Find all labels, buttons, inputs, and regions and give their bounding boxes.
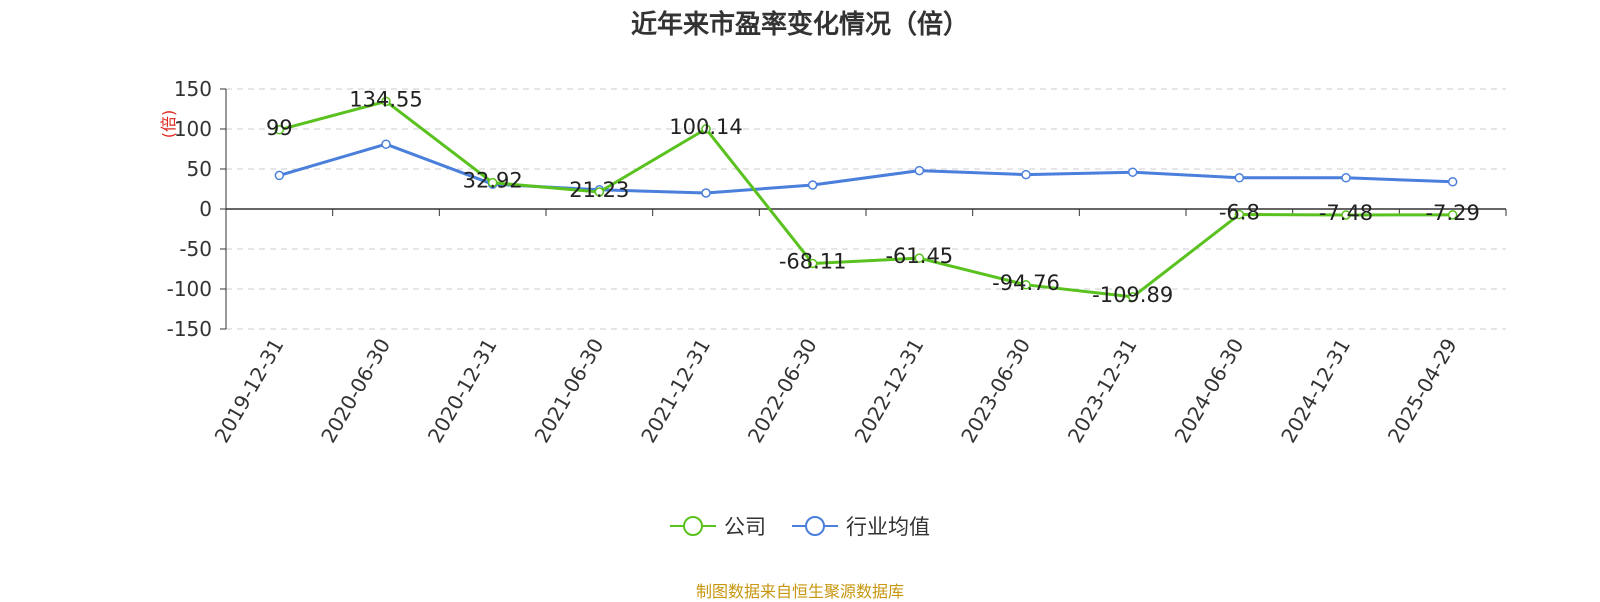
data-point bbox=[701, 124, 711, 134]
data-point bbox=[487, 177, 498, 188]
legend-item-industry-average[interactable]: 行业均值 bbox=[792, 511, 930, 541]
data-point bbox=[1341, 210, 1351, 220]
series-line bbox=[278, 142, 1453, 195]
legend-marker-company-icon bbox=[670, 516, 716, 536]
data-label: 32.92 bbox=[463, 169, 523, 193]
data-point bbox=[1021, 169, 1031, 180]
data-point bbox=[381, 139, 391, 149]
data-label: -61.45 bbox=[885, 244, 953, 268]
x-tick-label: 2023-12-31 bbox=[1063, 334, 1142, 447]
data-label: 99 bbox=[266, 116, 293, 140]
series-line bbox=[278, 99, 1453, 299]
y-tick-label: -150 bbox=[167, 317, 212, 341]
legend: 公司 行业均值 bbox=[0, 510, 1600, 542]
y-tick-label: 0 bbox=[199, 197, 212, 221]
x-tick-label: 2021-06-30 bbox=[530, 334, 609, 447]
legend-label-company: 公司 bbox=[724, 515, 766, 539]
x-tick-label: 2020-12-31 bbox=[423, 334, 502, 447]
x-tick-label: 2025-04-29 bbox=[1383, 334, 1462, 447]
data-point bbox=[274, 125, 285, 135]
x-tick-label: 2021-12-31 bbox=[636, 334, 715, 447]
y-tick-label: -100 bbox=[167, 277, 212, 301]
data-point bbox=[1234, 173, 1245, 183]
legend-item-company[interactable]: 公司 bbox=[670, 511, 766, 541]
data-label: -94.76 bbox=[992, 271, 1060, 295]
y-tick-label: 100 bbox=[174, 117, 212, 141]
legend-label-industry-average: 行业均值 bbox=[846, 515, 930, 539]
data-point bbox=[701, 188, 711, 198]
data-point bbox=[1127, 292, 1138, 302]
data-point bbox=[914, 165, 925, 176]
chart-title: 近年来市盈率变化情况（倍） bbox=[630, 10, 969, 40]
data-point bbox=[1341, 173, 1351, 183]
data-label: -68.11 bbox=[779, 249, 847, 273]
data-label: 21.23 bbox=[569, 178, 629, 202]
y-tick-label: 50 bbox=[187, 157, 212, 181]
x-tick-label: 2019-12-31 bbox=[210, 334, 289, 447]
data-label: 100.14 bbox=[669, 115, 742, 139]
data-point bbox=[594, 187, 605, 197]
x-tick-label: 2024-12-31 bbox=[1276, 334, 1355, 447]
data-point bbox=[1234, 209, 1245, 220]
data-label: -7.29 bbox=[1425, 201, 1479, 225]
y-tick-label: 150 bbox=[174, 77, 212, 101]
x-tick-label: 2022-06-30 bbox=[743, 334, 822, 447]
data-point bbox=[381, 96, 391, 107]
data-point bbox=[1447, 177, 1458, 187]
data-label: -6.8 bbox=[1219, 200, 1260, 224]
data-label: -109.89 bbox=[1092, 283, 1173, 307]
data-point bbox=[1447, 210, 1458, 220]
data-source-note: 制图数据来自恒生聚源数据库 bbox=[695, 582, 904, 601]
data-point bbox=[1127, 167, 1138, 177]
x-tick-label: 2020-06-30 bbox=[316, 334, 395, 447]
x-tick-label: 2022-12-31 bbox=[850, 334, 929, 447]
data-point bbox=[914, 253, 925, 263]
x-tick-label: 2023-06-30 bbox=[956, 334, 1035, 447]
data-point bbox=[807, 258, 818, 269]
data-point bbox=[807, 180, 818, 190]
data-point bbox=[274, 170, 285, 181]
data-label: -7.48 bbox=[1319, 201, 1373, 225]
data-label: 134.55 bbox=[349, 87, 422, 111]
x-tick-label: 2024-06-30 bbox=[1170, 334, 1249, 447]
y-tick-label: -50 bbox=[179, 237, 212, 261]
legend-marker-industry-icon bbox=[792, 516, 838, 536]
data-point bbox=[1021, 280, 1031, 290]
